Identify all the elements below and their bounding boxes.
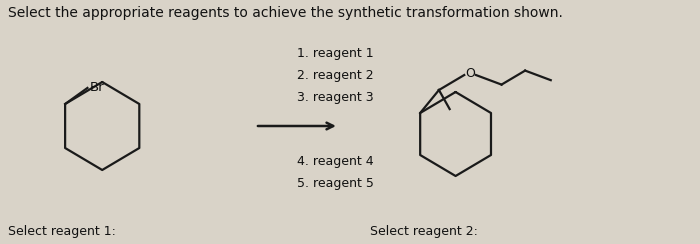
Text: 2. reagent 2: 2. reagent 2 — [297, 69, 374, 82]
Text: Select reagent 1:: Select reagent 1: — [8, 225, 116, 238]
Text: 3. reagent 3: 3. reagent 3 — [297, 91, 374, 103]
Text: 1. reagent 1: 1. reagent 1 — [297, 48, 374, 61]
Text: Select reagent 2:: Select reagent 2: — [370, 225, 478, 238]
Text: 5. reagent 5: 5. reagent 5 — [297, 177, 374, 190]
Text: O: O — [466, 67, 475, 80]
Text: Br: Br — [90, 81, 104, 94]
Text: 4. reagent 4: 4. reagent 4 — [297, 155, 374, 169]
Text: Select the appropriate reagents to achieve the synthetic transformation shown.: Select the appropriate reagents to achie… — [8, 6, 563, 20]
